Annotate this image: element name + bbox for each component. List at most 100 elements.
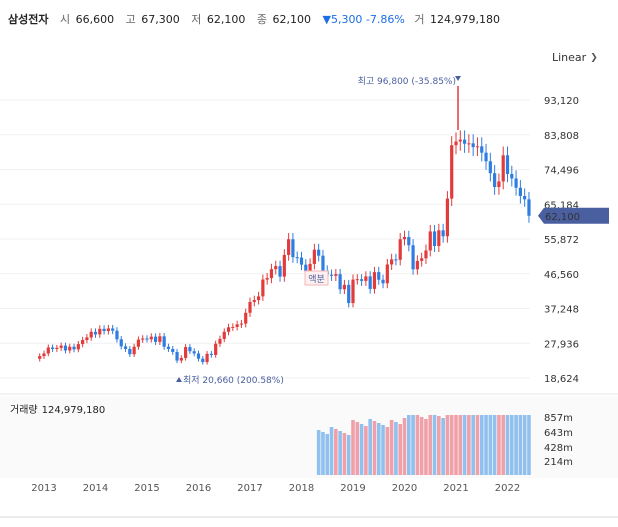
- volume-bar: [449, 415, 454, 475]
- low-annotation: 최저 20,660 (200.58%): [183, 375, 284, 386]
- candles: [38, 130, 531, 365]
- volume-bar: [376, 423, 381, 475]
- candle-body: [467, 143, 471, 145]
- candle-body: [514, 178, 518, 188]
- candle-body: [235, 324, 239, 327]
- x-tick-label: 2013: [31, 483, 56, 494]
- candle-body: [72, 346, 76, 350]
- candle-body: [59, 345, 63, 348]
- candle-body: [171, 348, 175, 352]
- x-tick-label: 2017: [237, 483, 262, 494]
- candle-body: [338, 274, 342, 290]
- volume-bar: [419, 417, 424, 475]
- candle-body: [377, 272, 381, 280]
- chevron-down-icon: ❯: [590, 52, 598, 63]
- candle-body: [141, 338, 145, 340]
- candle-body: [218, 338, 222, 344]
- scale-select-value: Linear: [552, 51, 587, 64]
- candle-body: [527, 199, 531, 216]
- volume-bar: [484, 415, 488, 475]
- candle-body: [372, 272, 377, 289]
- volume-bar: [471, 415, 475, 475]
- volume-bar: [359, 424, 364, 475]
- volume-bar: [497, 415, 501, 475]
- candle-body: [424, 250, 428, 259]
- split-annotation: 액분: [308, 273, 325, 285]
- candle-body: [248, 301, 252, 313]
- volume-bar: [458, 415, 463, 475]
- candle-body: [355, 279, 359, 281]
- candle-body: [55, 347, 59, 349]
- split-annotation-box: [304, 270, 329, 286]
- candle-body: [209, 353, 213, 355]
- candle-body: [38, 356, 42, 359]
- volume-bar: [372, 421, 377, 475]
- candle-body: [415, 260, 419, 270]
- volume-bar: [316, 430, 321, 475]
- candle-body: [50, 347, 55, 349]
- candle-body: [158, 336, 162, 342]
- volume-bar: [402, 418, 407, 475]
- candle-body: [261, 279, 265, 297]
- candle-body: [196, 353, 201, 359]
- candle-body: [132, 346, 136, 355]
- candle-body: [385, 264, 389, 284]
- volume-bar: [351, 420, 355, 475]
- candle-body: [321, 255, 325, 271]
- high-label: 고: [125, 13, 136, 26]
- candle-body: [454, 141, 458, 146]
- scale-select[interactable]: Linear ❯: [552, 51, 598, 64]
- open-label: 시: [59, 13, 71, 26]
- volume-bar: [321, 432, 325, 475]
- candle-body: [420, 258, 424, 261]
- candle-body: [119, 339, 123, 347]
- volume-panel-value: 124,979,180: [41, 405, 106, 416]
- candle-body: [201, 358, 205, 363]
- change-value: ▼5,300 -7.86%: [322, 13, 405, 26]
- candle-body: [411, 245, 415, 270]
- candle-body: [304, 264, 308, 272]
- candle-body: [471, 143, 475, 148]
- y-tick-label: 37,248: [544, 305, 579, 316]
- candle-body: [299, 257, 304, 265]
- candle-body: [523, 195, 527, 200]
- candle-body: [42, 353, 46, 357]
- candle-body: [192, 351, 196, 354]
- volume-bar: [364, 426, 368, 475]
- candle-body: [214, 343, 218, 355]
- candle-body: [381, 279, 385, 284]
- candle-body: [394, 259, 398, 261]
- candle-body: [68, 346, 72, 351]
- candle-body: [188, 347, 192, 352]
- volume-bar: [329, 427, 334, 475]
- candle-body: [85, 337, 89, 341]
- candle-body: [282, 254, 286, 277]
- volume-bar: [518, 415, 523, 475]
- candle-body: [81, 340, 85, 345]
- y-tick-label: 93,120: [544, 96, 579, 107]
- candle-body: [205, 353, 209, 363]
- volume-bar: [432, 415, 437, 475]
- volume-bar: [441, 418, 445, 475]
- x-tick-label: 2014: [83, 483, 108, 494]
- volume-axis-ticks: 857m 643m 428m 214m: [544, 413, 573, 468]
- candle-body: [308, 263, 312, 272]
- candle-body: [222, 331, 226, 339]
- candle-body: [484, 152, 488, 162]
- candle-body: [475, 146, 480, 148]
- candle-body: [93, 331, 98, 335]
- volume-bar: [479, 415, 484, 475]
- candle-body: [287, 239, 291, 255]
- candle-body: [274, 266, 278, 270]
- candle-body: [295, 257, 299, 259]
- candle-body: [252, 300, 256, 302]
- candle-body: [505, 155, 510, 174]
- volume-panel-label: 거래량 124,979,180: [10, 401, 105, 416]
- volume-bar: [445, 415, 450, 475]
- candle-body: [445, 198, 450, 237]
- volume-bars: [316, 415, 531, 475]
- y-tick-label: 46,560: [544, 270, 579, 281]
- candle-body: [102, 328, 106, 332]
- candle-body: [153, 336, 158, 342]
